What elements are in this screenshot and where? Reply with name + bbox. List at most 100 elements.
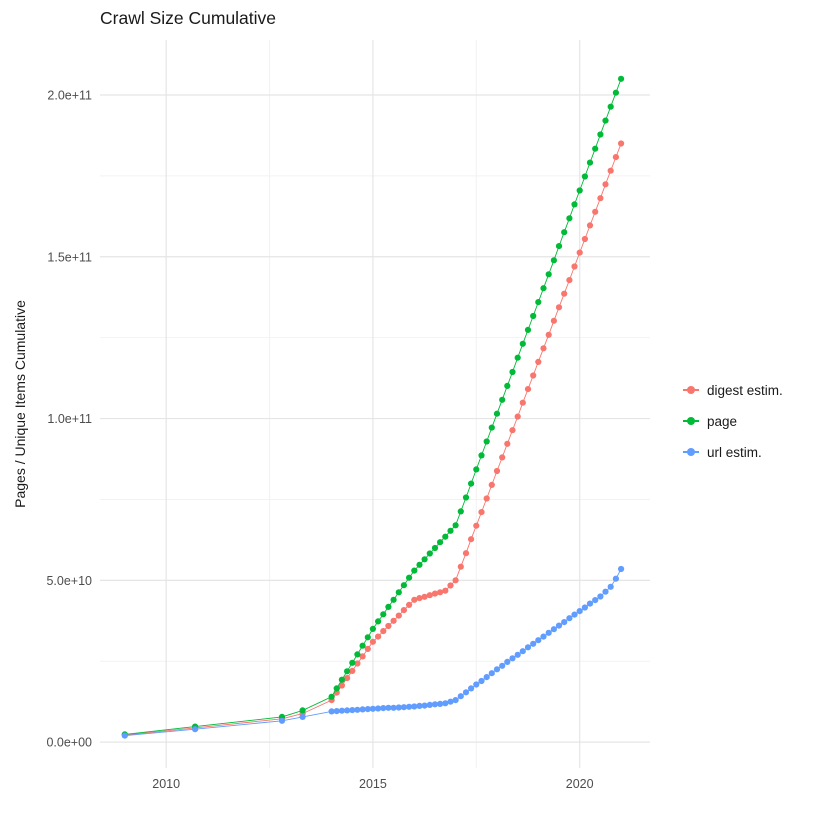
data-point-page (338, 676, 345, 683)
data-point-page (535, 299, 542, 306)
data-point-url-estim- (468, 685, 475, 692)
legend-label-digest-estim: digest estim. (707, 382, 783, 398)
data-point-digest-estim- (530, 372, 537, 379)
data-point-url-estim- (493, 666, 501, 673)
data-point-url-estim- (380, 705, 387, 712)
data-point-digest-estim- (390, 617, 397, 624)
y-tick-label: 5.0e+10 (46, 574, 92, 588)
data-point-page (375, 618, 382, 625)
data-point-url-estim- (192, 726, 199, 733)
data-point-page (344, 668, 351, 675)
data-point-digest-estim- (555, 304, 563, 311)
data-point-digest-estim- (592, 208, 599, 215)
data-point-url-estim- (581, 604, 589, 611)
legend-item-url-estim: url estim. (682, 442, 783, 462)
data-point-page (416, 561, 423, 568)
data-point-url-estim- (524, 644, 532, 651)
data-point-digest-estim- (478, 508, 485, 516)
data-point-digest-estim- (483, 495, 490, 502)
data-point-url-estim- (473, 681, 480, 688)
data-point-digest-estim- (493, 467, 501, 475)
data-point-url-estim- (509, 655, 516, 662)
data-point-page (462, 494, 470, 501)
data-point-digest-estim- (442, 587, 449, 594)
data-point-digest-estim- (369, 638, 376, 645)
data-point-page (499, 396, 506, 403)
data-point-page (514, 354, 521, 361)
data-point-page (349, 659, 356, 666)
data-point-url-estim- (354, 706, 361, 713)
data-point-url-estim- (514, 651, 521, 658)
data-point-page (359, 642, 366, 649)
data-point-page (328, 693, 335, 700)
data-point-digest-estim- (597, 195, 604, 202)
data-point-url-estim- (452, 697, 459, 704)
data-point-url-estim- (385, 704, 392, 711)
data-point-digest-estim- (561, 290, 568, 297)
data-point-page (597, 131, 604, 138)
data-point-digest-estim- (612, 154, 620, 161)
legend-label-url-estim: url estim. (707, 444, 762, 460)
data-point-page (488, 424, 495, 431)
data-point-url-estim- (426, 701, 433, 709)
data-point-page (385, 603, 392, 611)
data-point-page (550, 257, 558, 264)
data-point-page (400, 582, 407, 589)
data-point-page (607, 103, 614, 110)
data-point-page (540, 285, 547, 292)
data-point-url-estim- (431, 701, 439, 708)
data-point-url-estim- (555, 622, 563, 629)
data-point-page (566, 215, 573, 222)
data-point-digest-estim- (359, 653, 366, 660)
data-point-page (473, 466, 480, 473)
data-point-page (437, 539, 444, 546)
data-point-url-estim- (400, 704, 407, 711)
data-point-url-estim- (406, 703, 413, 710)
legend-key-page-icon (682, 412, 700, 430)
data-point-page (592, 145, 599, 152)
data-point-page (483, 438, 490, 445)
data-point-digest-estim- (545, 331, 552, 338)
data-point-digest-estim- (426, 592, 433, 599)
data-point-digest-estim- (344, 675, 351, 682)
data-point-digest-estim- (431, 590, 439, 597)
data-point-page (426, 550, 433, 557)
legend-item-page: page (682, 411, 783, 431)
data-point-page (421, 556, 428, 563)
data-point-url-estim- (359, 706, 366, 713)
data-point-url-estim- (121, 732, 128, 739)
data-point-page (457, 508, 464, 515)
data-point-page (299, 707, 306, 714)
data-point-url-estim- (597, 593, 604, 600)
data-point-url-estim- (550, 626, 558, 633)
data-point-digest-estim- (509, 427, 516, 434)
data-point-page (602, 117, 609, 124)
data-point-page (581, 173, 589, 180)
data-point-page (519, 340, 526, 347)
data-point-url-estim- (328, 708, 335, 715)
data-point-digest-estim- (395, 612, 402, 619)
data-point-digest-estim- (504, 440, 511, 447)
data-point-page (504, 382, 511, 389)
data-point-url-estim- (586, 600, 594, 607)
data-point-digest-estim- (349, 667, 356, 675)
data-point-page (468, 480, 475, 487)
data-point-url-estim- (483, 674, 490, 681)
data-point-url-estim- (478, 677, 485, 685)
data-point-digest-estim- (581, 235, 589, 243)
y-tick-label: 1.0e+11 (47, 412, 92, 426)
data-point-digest-estim- (364, 645, 371, 653)
data-point-url-estim- (416, 702, 423, 710)
data-point-digest-estim- (437, 589, 444, 596)
data-point-url-estim- (375, 705, 382, 712)
data-point-url-estim- (299, 713, 306, 721)
data-point-digest-estim- (462, 550, 470, 557)
data-point-digest-estim- (535, 358, 542, 365)
data-point-digest-estim- (524, 386, 532, 393)
data-point-digest-estim- (618, 140, 625, 147)
legend-dot-url (687, 448, 695, 456)
data-point-page (612, 89, 620, 96)
data-point-url-estim- (607, 583, 614, 590)
